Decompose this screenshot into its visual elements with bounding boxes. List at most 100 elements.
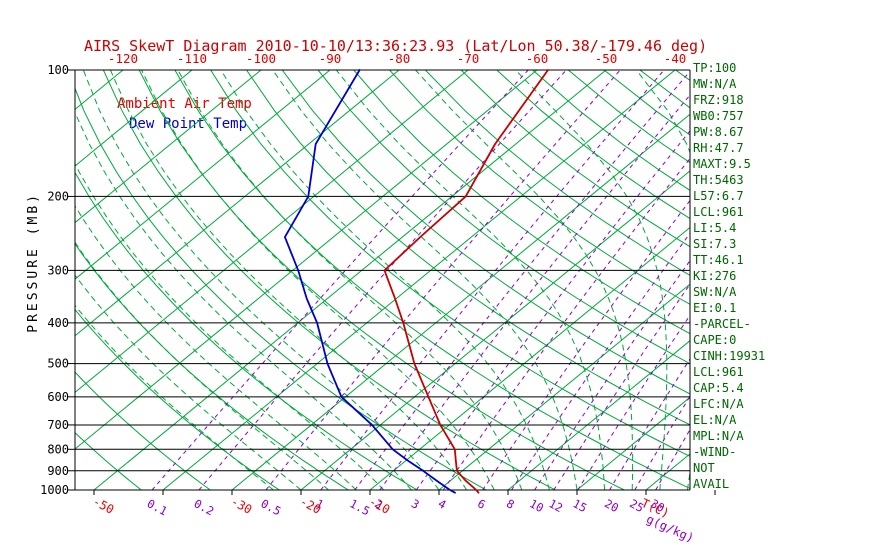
stat-line: EI:0.1 xyxy=(693,301,737,315)
moist-adiabat xyxy=(75,304,274,490)
mixing-ratio-lines xyxy=(151,70,690,490)
stat-line: FRZ:918 xyxy=(693,93,744,107)
top-axis-tick-label: -120 xyxy=(108,51,138,66)
isotherm xyxy=(369,226,690,490)
isotherm xyxy=(75,70,262,224)
dry-adiabat xyxy=(75,171,419,490)
stat-line: -PARCEL- xyxy=(693,317,751,331)
top-axis-tick-label: -50 xyxy=(595,51,618,66)
isotherm xyxy=(507,340,690,490)
dry-adiabat xyxy=(353,70,690,335)
top-axis-tick-label: -80 xyxy=(388,51,411,66)
top-axis-tick-label: -100 xyxy=(246,51,276,66)
mixing-ratio-tick-label: 12 xyxy=(546,496,565,515)
mixing-ratio-tick-label: 8 xyxy=(504,496,517,512)
isotherm xyxy=(75,70,538,450)
mixing-ratio-tick-label: 6 xyxy=(475,496,488,512)
mixing-ratio-tick-label: 0.2 xyxy=(192,496,217,518)
stat-line: TP:100 xyxy=(693,61,737,75)
stat-line: MAXT:9.5 xyxy=(693,157,751,171)
pressure-tick-label: 900 xyxy=(47,464,69,478)
mixing-ratio-tick-label: 3 xyxy=(409,496,422,512)
mixing-ratio-line xyxy=(553,283,690,490)
mixing-ratio-line xyxy=(511,232,690,490)
stat-line: CAP:5.4 xyxy=(693,381,744,395)
dry-adiabat xyxy=(281,70,690,395)
mixing-ratio-line xyxy=(534,259,690,490)
pressure-tick-label: 300 xyxy=(47,263,69,277)
moist-adiabat xyxy=(141,70,495,490)
moist-adiabat xyxy=(82,70,440,490)
stat-line: RH:47.7 xyxy=(693,141,744,155)
dry-adiabat xyxy=(246,70,690,426)
dry-adiabat xyxy=(460,70,690,248)
moist-adiabat xyxy=(220,70,550,490)
stat-line: LCL:961 xyxy=(693,365,744,379)
moist-adiabat xyxy=(75,204,357,490)
profile-dew-point-temp xyxy=(283,69,456,494)
stat-line: NOT xyxy=(693,461,715,475)
mixing-ratio-tick-label: 30 xyxy=(648,496,667,515)
mixing-ratio-line xyxy=(655,428,690,490)
mixing-ratio-line xyxy=(354,70,690,490)
mixing-ratio-line xyxy=(482,199,690,490)
stat-line: -WIND- xyxy=(693,445,737,459)
dry-adiabat xyxy=(317,70,690,365)
mixing-ratio-tick-label: 4 xyxy=(436,496,449,512)
stat-line: KI:276 xyxy=(693,269,737,283)
stat-line: MW:N/A xyxy=(693,77,737,91)
stat-line: LI:5.4 xyxy=(693,221,737,235)
pressure-tick-label: 800 xyxy=(47,442,69,456)
isotherm xyxy=(75,70,331,280)
isotherm xyxy=(75,70,193,167)
stats-panel: TP:100 MW:N/A FRZ:918 WB0:757 PW:8.67 RH:47.7… xyxy=(693,60,765,492)
profile-curves xyxy=(283,69,549,494)
isotherm xyxy=(576,396,690,490)
moist-adiabat xyxy=(515,70,668,490)
mixing-ratio-line xyxy=(634,395,690,490)
moist-adiabat xyxy=(335,70,606,490)
dry-adiabat xyxy=(75,308,281,490)
moist-adiabat xyxy=(415,70,634,490)
mixing-ratio-tick-label: 0.5 xyxy=(259,496,284,518)
mixing-ratio-tick-label: 0.1 xyxy=(145,496,170,518)
mixing-ratio-tick-label: 10 xyxy=(527,496,546,515)
pressure-tick-label: 400 xyxy=(47,316,69,330)
dry-adiabat xyxy=(75,87,488,490)
mixing-ratio-line xyxy=(442,157,690,490)
stat-line: EL:N/A xyxy=(693,413,737,427)
legend-dew-point-label: Dew Point Temp xyxy=(129,116,248,132)
axis-frame xyxy=(74,70,716,495)
mixing-ratio-line xyxy=(151,70,529,490)
pressure-tick-label: 600 xyxy=(47,390,69,404)
pressure-tick-label: 700 xyxy=(47,418,69,432)
mixing-ratio-line xyxy=(265,70,621,490)
dry-adiabat-lines xyxy=(75,70,690,490)
isotherm xyxy=(75,70,469,394)
stat-line: SW:N/A xyxy=(693,285,737,299)
bottom-temp-tick-label: -30 xyxy=(229,494,255,517)
profile-ambient-air-temp xyxy=(383,69,549,494)
moist-adiabat-lines xyxy=(75,70,690,490)
pressure-tick-label: 100 xyxy=(47,63,69,77)
dry-adiabat xyxy=(102,70,557,490)
mixing-ratio-tick-label: 20 xyxy=(602,496,621,515)
top-axis-tick-label: -90 xyxy=(319,51,342,66)
mixing-ratio-tick-label: 25 xyxy=(627,496,646,515)
dry-adiabat xyxy=(389,70,690,305)
stat-line: PW:8.67 xyxy=(693,125,744,139)
stat-line: CINH:19931 xyxy=(693,349,766,363)
stat-line: TH:5463 xyxy=(693,173,744,187)
stat-line: LFC:N/A xyxy=(693,397,744,411)
moist-adiabat xyxy=(75,274,302,490)
moist-adiabat xyxy=(109,70,468,490)
isotherm xyxy=(75,70,400,337)
stat-line: CAPE:0 xyxy=(693,333,737,347)
moist-adiabat xyxy=(177,70,523,490)
stat-line: AVAIL xyxy=(693,477,730,491)
stat-line: LCL:961 xyxy=(693,205,744,219)
pressure-tick-label: 200 xyxy=(47,189,69,203)
stat-line: WB0:757 xyxy=(693,109,744,123)
mixing-ratio-line xyxy=(379,94,690,490)
